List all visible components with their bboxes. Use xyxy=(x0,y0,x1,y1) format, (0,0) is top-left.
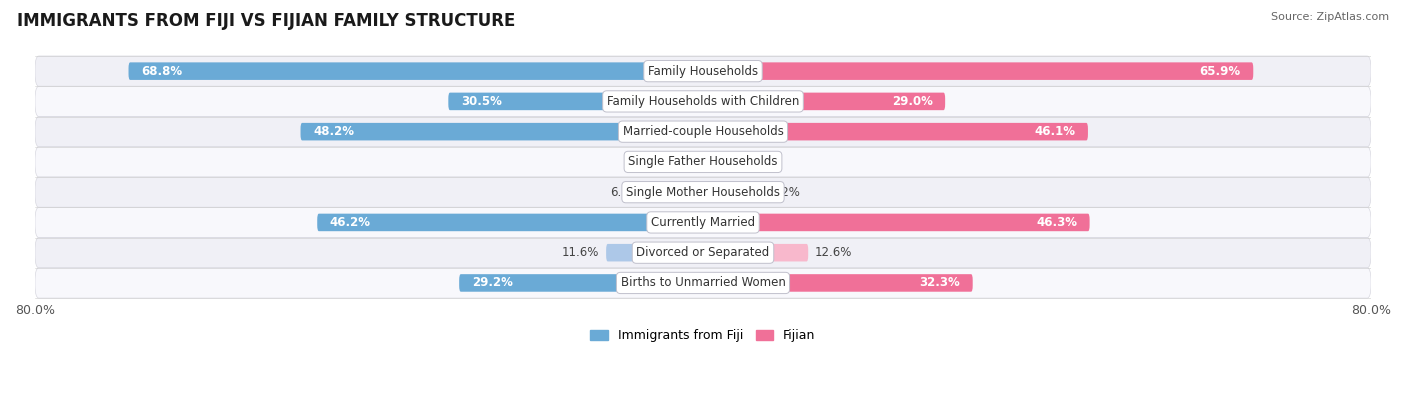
FancyBboxPatch shape xyxy=(35,207,1371,237)
FancyBboxPatch shape xyxy=(703,123,1088,141)
Text: 65.9%: 65.9% xyxy=(1199,65,1240,78)
Text: Currently Married: Currently Married xyxy=(651,216,755,229)
Text: 11.6%: 11.6% xyxy=(562,246,599,259)
FancyBboxPatch shape xyxy=(35,147,1371,177)
Text: 29.2%: 29.2% xyxy=(471,276,513,290)
FancyBboxPatch shape xyxy=(681,153,703,171)
FancyBboxPatch shape xyxy=(35,86,1371,117)
FancyBboxPatch shape xyxy=(703,214,1090,231)
Legend: Immigrants from Fiji, Fijian: Immigrants from Fiji, Fijian xyxy=(585,324,821,347)
FancyBboxPatch shape xyxy=(460,274,703,292)
FancyBboxPatch shape xyxy=(647,183,703,201)
Text: Single Father Households: Single Father Households xyxy=(628,155,778,168)
Text: 68.8%: 68.8% xyxy=(141,65,183,78)
FancyBboxPatch shape xyxy=(703,153,728,171)
FancyBboxPatch shape xyxy=(606,244,703,261)
Text: 2.7%: 2.7% xyxy=(644,155,673,168)
FancyBboxPatch shape xyxy=(703,62,1253,80)
Text: 12.6%: 12.6% xyxy=(815,246,852,259)
FancyBboxPatch shape xyxy=(703,244,808,261)
Text: Source: ZipAtlas.com: Source: ZipAtlas.com xyxy=(1271,12,1389,22)
Text: 46.2%: 46.2% xyxy=(330,216,371,229)
FancyBboxPatch shape xyxy=(35,237,1371,268)
FancyBboxPatch shape xyxy=(128,62,703,80)
FancyBboxPatch shape xyxy=(35,268,1371,298)
Text: 7.2%: 7.2% xyxy=(770,186,800,199)
Text: 46.1%: 46.1% xyxy=(1035,125,1076,138)
Text: Births to Unmarried Women: Births to Unmarried Women xyxy=(620,276,786,290)
Text: 6.7%: 6.7% xyxy=(610,186,640,199)
FancyBboxPatch shape xyxy=(318,214,703,231)
Text: Married-couple Households: Married-couple Households xyxy=(623,125,783,138)
Text: Divorced or Separated: Divorced or Separated xyxy=(637,246,769,259)
Text: IMMIGRANTS FROM FIJI VS FIJIAN FAMILY STRUCTURE: IMMIGRANTS FROM FIJI VS FIJIAN FAMILY ST… xyxy=(17,12,515,30)
Text: 29.0%: 29.0% xyxy=(891,95,932,108)
FancyBboxPatch shape xyxy=(35,177,1371,207)
Text: 48.2%: 48.2% xyxy=(314,125,354,138)
Text: 30.5%: 30.5% xyxy=(461,95,502,108)
FancyBboxPatch shape xyxy=(301,123,703,141)
Text: Family Households: Family Households xyxy=(648,65,758,78)
FancyBboxPatch shape xyxy=(35,117,1371,147)
FancyBboxPatch shape xyxy=(703,92,945,110)
FancyBboxPatch shape xyxy=(703,183,763,201)
Text: Family Households with Children: Family Households with Children xyxy=(607,95,799,108)
FancyBboxPatch shape xyxy=(449,92,703,110)
Text: 3.0%: 3.0% xyxy=(735,155,765,168)
Text: Single Mother Households: Single Mother Households xyxy=(626,186,780,199)
Text: 32.3%: 32.3% xyxy=(920,276,960,290)
Text: 46.3%: 46.3% xyxy=(1036,216,1077,229)
FancyBboxPatch shape xyxy=(35,56,1371,86)
FancyBboxPatch shape xyxy=(703,274,973,292)
